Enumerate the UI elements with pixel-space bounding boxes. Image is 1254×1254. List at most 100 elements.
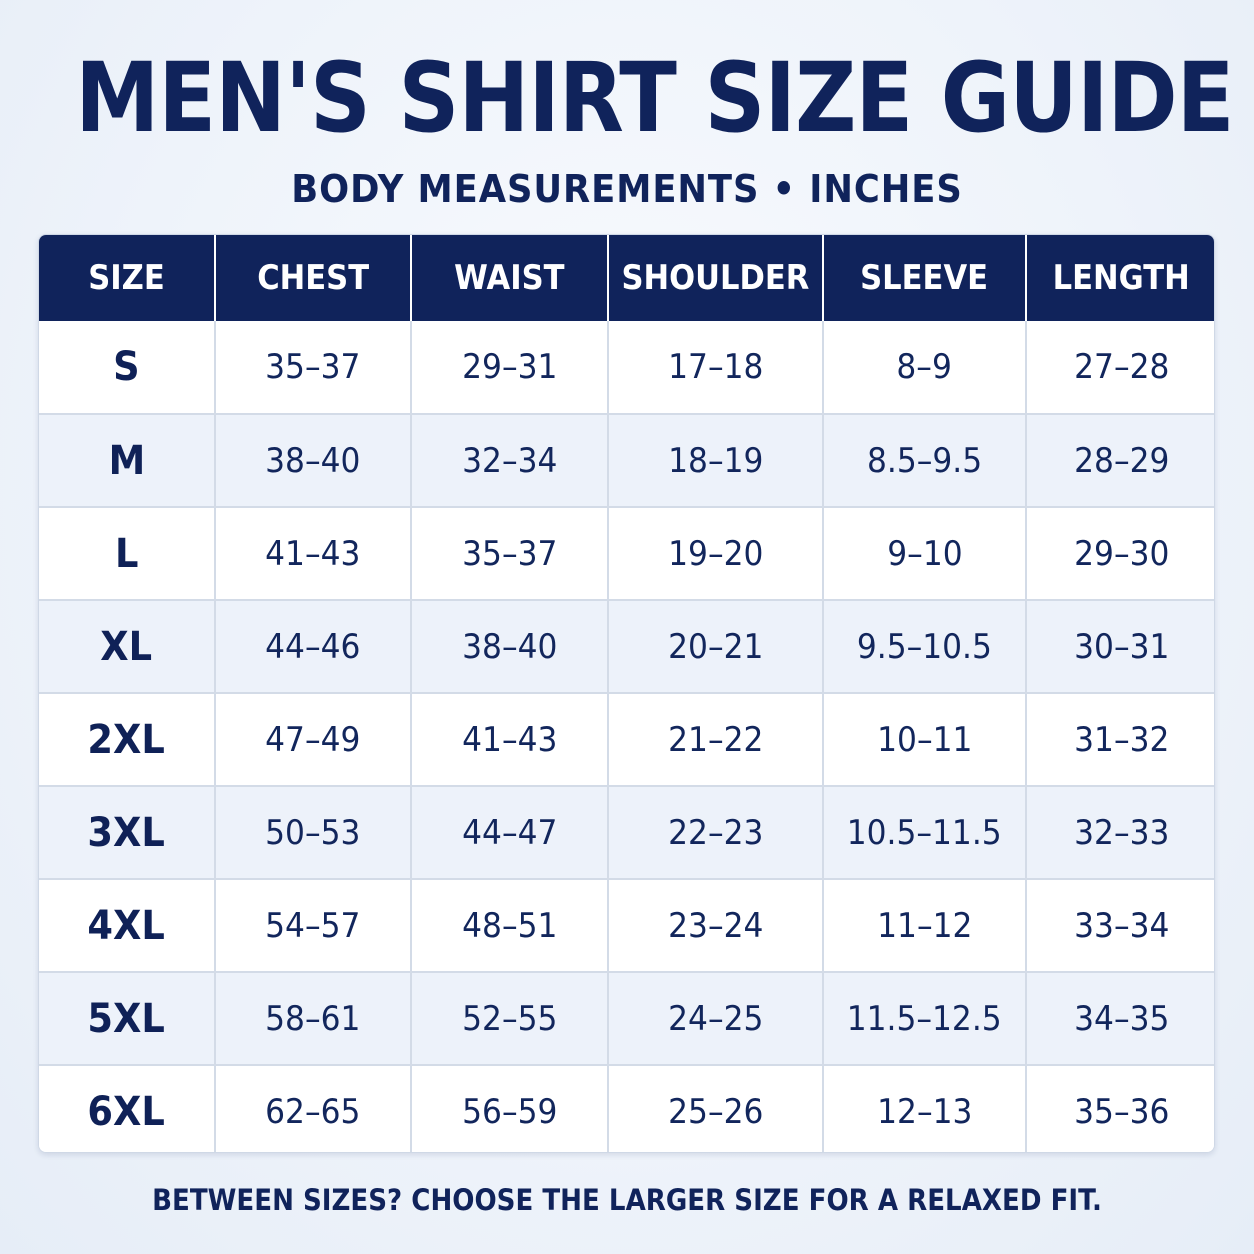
length-cell: 32–33 (1026, 786, 1214, 880)
chest-value: 35–37 (265, 347, 361, 387)
shoulder-value: 22–23 (667, 812, 764, 853)
sleeve-value: 11–12 (876, 905, 973, 946)
size-cell: S (39, 321, 216, 415)
column-header-shoulder: SHOULDER (608, 235, 824, 321)
column-header-waist: WAIST (411, 235, 609, 321)
size-cell: 3XL (39, 786, 216, 880)
shoulder-value: 18–19 (667, 440, 764, 481)
length-cell: 30–31 (1026, 600, 1214, 694)
length-value: 30–31 (1073, 626, 1170, 667)
length-cell: 31–32 (1026, 693, 1214, 787)
column-header-sleeve: SLEEVE (823, 235, 1027, 321)
waist-cell: 56–59 (411, 1065, 609, 1152)
length-value: 32–33 (1073, 812, 1170, 853)
table-row: M 38–40 32–34 18–19 8.5–9.5 28–29 (39, 414, 1214, 508)
table-row: 2XL 47–49 41–43 21–22 10–11 31–32 (39, 693, 1214, 787)
table-row: 6XL 62–65 56–59 25–26 12–13 35–36 (39, 1065, 1214, 1152)
size-cell: 4XL (39, 879, 216, 973)
column-header-label: LENGTH (1052, 258, 1191, 298)
shoulder-cell: 23–24 (608, 879, 824, 973)
waist-cell: 29–31 (411, 321, 609, 415)
chest-value: 50–53 (265, 812, 361, 853)
page-subtitle: BODY MEASUREMENTS • INCHES (291, 167, 963, 211)
sleeve-cell: 8.5–9.5 (823, 414, 1027, 508)
size-label: XL (100, 623, 153, 670)
chest-value: 44–46 (265, 626, 361, 667)
size-cell: 5XL (39, 972, 216, 1066)
size-label: S (113, 344, 140, 390)
table-row: L 41–43 35–37 19–20 9–10 29–30 (39, 507, 1214, 601)
chest-cell: 62–65 (215, 1065, 412, 1152)
length-value: 34–35 (1073, 998, 1170, 1039)
table-row: S 35–37 29–31 17–18 8–9 27–28 (39, 321, 1214, 415)
size-label: 3XL (87, 809, 166, 856)
sleeve-cell: 12–13 (823, 1065, 1027, 1152)
shoulder-cell: 19–20 (608, 507, 824, 601)
sleeve-value: 12–13 (876, 1092, 973, 1132)
length-value: 33–34 (1073, 905, 1170, 946)
sleeve-value: 8–9 (896, 347, 953, 387)
shoulder-value: 21–22 (667, 719, 764, 760)
shoulder-cell: 24–25 (608, 972, 824, 1066)
length-cell: 35–36 (1026, 1065, 1214, 1152)
chest-cell: 44–46 (215, 600, 412, 694)
column-header-label: SHOULDER (621, 258, 810, 298)
column-header-label: SLEEVE (860, 258, 989, 298)
chest-value: 62–65 (265, 1092, 361, 1132)
shoulder-cell: 21–22 (608, 693, 824, 787)
waist-value: 52–55 (461, 998, 558, 1039)
size-cell: 6XL (39, 1065, 216, 1152)
chest-value: 47–49 (265, 719, 361, 760)
waist-cell: 35–37 (411, 507, 609, 601)
waist-value: 35–37 (461, 533, 558, 574)
column-header-chest: CHEST (215, 235, 412, 321)
sleeve-value: 11.5–12.5 (847, 998, 1002, 1039)
sleeve-value: 8.5–9.5 (866, 440, 983, 481)
waist-value: 29–31 (461, 347, 558, 387)
sleeve-cell: 11.5–12.5 (823, 972, 1027, 1066)
size-cell: L (39, 507, 216, 601)
shoulder-value: 17–18 (667, 347, 764, 387)
size-label: L (114, 530, 139, 577)
length-value: 27–28 (1073, 347, 1170, 387)
waist-cell: 44–47 (411, 786, 609, 880)
chest-cell: 41–43 (215, 507, 412, 601)
waist-value: 32–34 (461, 440, 558, 481)
chest-cell: 58–61 (215, 972, 412, 1066)
shoulder-value: 24–25 (667, 998, 764, 1039)
sleeve-cell: 11–12 (823, 879, 1027, 973)
chest-cell: 50–53 (215, 786, 412, 880)
chest-cell: 38–40 (215, 414, 412, 508)
sleeve-value: 10.5–11.5 (847, 812, 1002, 853)
waist-value: 41–43 (461, 719, 558, 760)
waist-cell: 48–51 (411, 879, 609, 973)
waist-value: 44–47 (461, 812, 558, 853)
column-header-label: WAIST (454, 258, 565, 298)
waist-cell: 32–34 (411, 414, 609, 508)
sleeve-value: 9.5–10.5 (856, 626, 993, 667)
size-cell: M (39, 414, 216, 508)
column-header-label: CHEST (257, 258, 369, 298)
sleeve-cell: 8–9 (823, 321, 1027, 415)
size-cell: XL (39, 600, 216, 694)
column-header-length: LENGTH (1026, 235, 1214, 321)
shoulder-cell: 18–19 (608, 414, 824, 508)
length-cell: 28–29 (1026, 414, 1214, 508)
sleeve-value: 9–10 (886, 533, 963, 574)
table-header-row: SIZE CHEST WAIST SHOULDER SLEEVE LENGTH (39, 235, 1214, 321)
length-cell: 33–34 (1026, 879, 1214, 973)
length-cell: 34–35 (1026, 972, 1214, 1066)
chest-value: 58–61 (265, 998, 361, 1039)
shoulder-value: 19–20 (667, 533, 764, 574)
chest-value: 38–40 (265, 440, 361, 481)
waist-cell: 52–55 (411, 972, 609, 1066)
sleeve-cell: 9.5–10.5 (823, 600, 1027, 694)
size-label: 6XL (87, 1089, 166, 1135)
length-value: 28–29 (1073, 440, 1170, 481)
waist-cell: 41–43 (411, 693, 609, 787)
shoulder-cell: 25–26 (608, 1065, 824, 1152)
length-cell: 29–30 (1026, 507, 1214, 601)
shoulder-value: 25–26 (667, 1092, 764, 1132)
shoulder-cell: 22–23 (608, 786, 824, 880)
waist-cell: 38–40 (411, 600, 609, 694)
